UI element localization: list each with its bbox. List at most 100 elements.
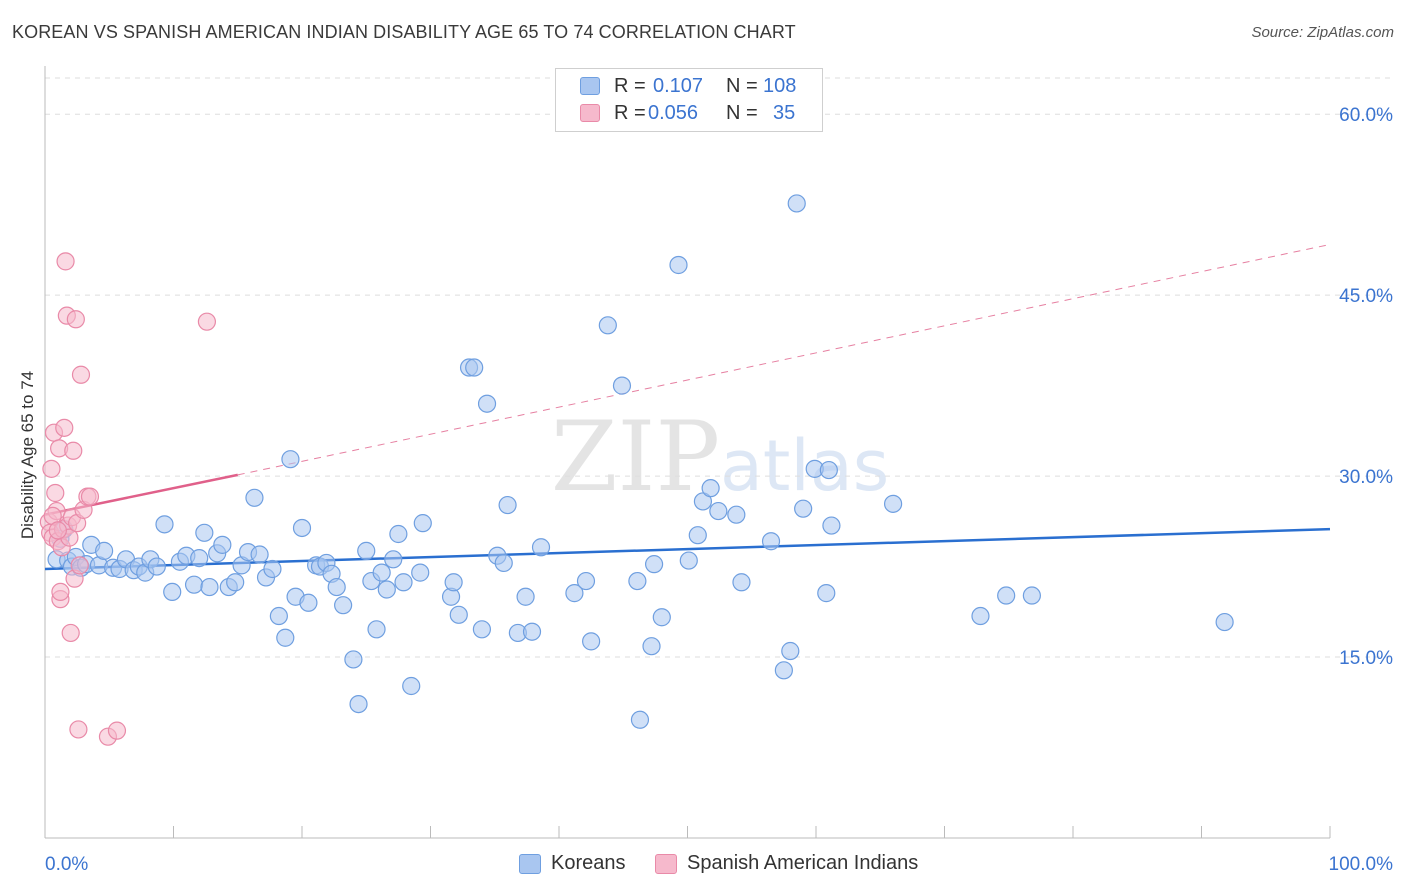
korean-point: [565, 584, 584, 603]
korean-point: [794, 499, 813, 518]
korean-point: [465, 358, 484, 377]
korean-point: [642, 637, 661, 656]
spanish-point: [197, 312, 217, 331]
korean-point: [263, 559, 282, 579]
korean-point: [226, 573, 245, 592]
korean-point: [163, 582, 182, 602]
y-tick-label: 15.0%: [1339, 648, 1393, 669]
legend-row-spanish: R = 0.056 N = 35: [556, 100, 822, 126]
korean-point: [444, 573, 463, 592]
spanish-point: [51, 582, 70, 602]
chart-title: KOREAN VS SPANISH AMERICAN INDIAN DISABI…: [12, 22, 796, 42]
korean-point: [1215, 612, 1234, 632]
korean-point: [292, 518, 312, 538]
korean-point: [598, 316, 617, 335]
korean-point: [155, 515, 174, 534]
korean-point: [245, 488, 264, 507]
korean-point: [669, 255, 688, 275]
korean-point: [95, 541, 114, 560]
korean-point: [761, 532, 781, 551]
series-legend: Koreans Spanish American Indians: [0, 852, 1406, 878]
korean-point: [787, 194, 806, 213]
spanish-point: [71, 365, 91, 384]
korean-point: [498, 495, 517, 515]
korean-point: [372, 563, 391, 582]
n-label: N =: [726, 102, 758, 124]
source-label: Source: ZipAtlas.com: [1251, 24, 1394, 41]
r-value: 0.107: [653, 75, 704, 97]
korean-point: [688, 526, 707, 545]
spanish-point: [46, 483, 65, 503]
y-tick-label: 30.0%: [1339, 467, 1393, 488]
spanish-point: [107, 721, 127, 740]
korean-point: [883, 494, 903, 513]
korean-point: [394, 573, 413, 592]
korean-point: [727, 505, 746, 524]
korean-point: [413, 514, 432, 533]
korean-point: [774, 661, 793, 680]
korean-point: [269, 606, 288, 626]
korean-point: [628, 571, 647, 591]
spanish-point: [42, 459, 61, 478]
korean-point: [357, 541, 376, 560]
r-label: R =: [614, 75, 646, 97]
spanish-point: [61, 623, 80, 643]
n-label: N =: [726, 75, 758, 97]
spanish-point: [66, 310, 85, 329]
korean-point: [819, 460, 838, 480]
spanish-point: [70, 556, 89, 575]
koreans-swatch: [580, 77, 600, 95]
spanish-point: [48, 521, 67, 540]
korean-point: [612, 376, 632, 395]
korean-point: [494, 553, 513, 573]
korean-point: [531, 538, 551, 557]
stats-legend: R = 0.107 N = 108 R = 0.056 N = 35: [555, 68, 823, 132]
korean-point: [449, 605, 468, 624]
korean-point: [367, 620, 386, 639]
korean-point: [334, 596, 353, 615]
x-tick-label: 100.0%: [1329, 854, 1394, 875]
korean-point: [477, 394, 497, 413]
korean-point: [709, 501, 728, 521]
korean-point: [576, 571, 596, 591]
korean-point: [411, 563, 430, 582]
korean-point: [200, 577, 219, 597]
data-points: [39, 194, 1234, 746]
korean-point: [652, 608, 671, 627]
korean-point: [679, 551, 698, 570]
korean-point: [971, 606, 990, 626]
korean-point: [213, 535, 232, 554]
korean-point: [582, 632, 601, 651]
spanish-point: [56, 252, 75, 271]
korean-point: [327, 577, 346, 597]
n-value: 35: [773, 102, 796, 124]
korean-point: [817, 584, 836, 603]
koreans-legend-label: Koreans: [551, 852, 626, 874]
korean-point: [402, 676, 421, 696]
korean-point: [190, 549, 209, 568]
r-label: R =: [614, 102, 646, 124]
korean-point: [472, 620, 491, 639]
korean-point: [644, 555, 664, 574]
korean-point: [299, 593, 318, 612]
korean-point: [997, 586, 1016, 605]
x-tick-label: 0.0%: [45, 854, 88, 875]
korean-point: [701, 479, 720, 498]
korean-point: [1022, 586, 1041, 605]
spanish-trend-extension: [237, 243, 1331, 476]
korean-point: [276, 628, 295, 647]
spanish-legend-label: Spanish American Indians: [687, 852, 919, 874]
legend-row-koreans: R = 0.107 N = 108: [556, 73, 822, 99]
spanish-point: [80, 487, 100, 506]
korean-point: [822, 516, 841, 535]
korean-point: [732, 573, 751, 592]
spanish-swatch: [580, 104, 600, 122]
korean-point: [250, 545, 269, 564]
korean-point: [377, 580, 396, 599]
korean-point: [781, 641, 800, 661]
tick-labels: 15.0% 30.0% 45.0% 60.0% 0.0% 100.0%: [45, 105, 1393, 875]
korean-point: [516, 587, 535, 606]
korean-point: [384, 550, 403, 569]
watermark: ZIPatlas: [551, 401, 889, 513]
